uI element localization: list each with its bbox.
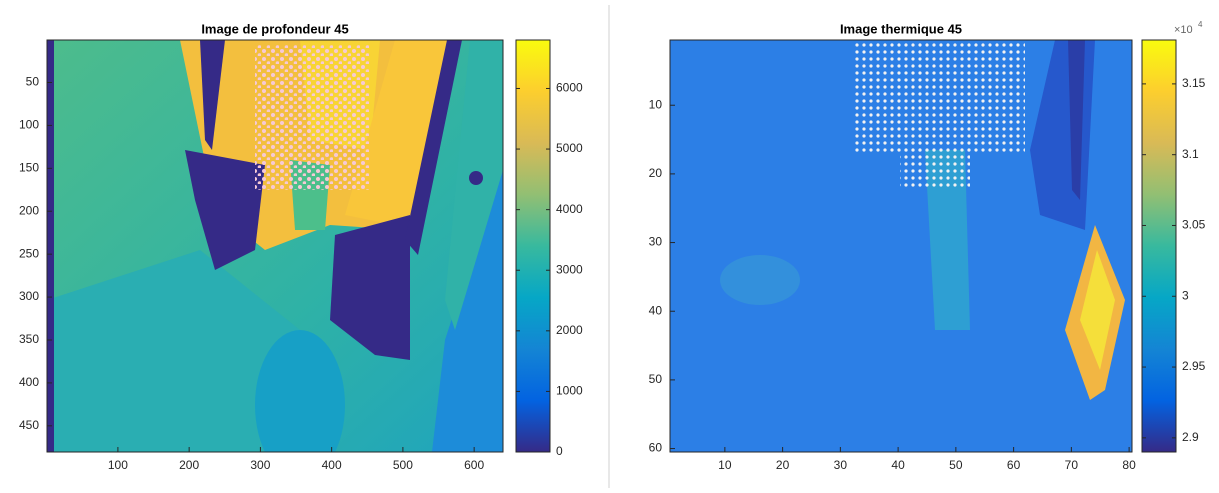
- x-tick-label: 50: [949, 458, 963, 472]
- colorbar-tick-label: 2000: [556, 323, 583, 337]
- x-tick-label: 40: [891, 458, 905, 472]
- y-tick-label: 20: [649, 166, 663, 180]
- colorbar-tick-label: 2.9: [1182, 430, 1199, 444]
- x-tick-label: 20: [776, 458, 790, 472]
- colorbar-exponent: 4: [1198, 20, 1203, 29]
- colorbar-tick-label: 3000: [556, 262, 583, 276]
- y-tick-label: 300: [19, 289, 39, 303]
- y-tick-label: 350: [19, 332, 39, 346]
- colorbar: [1141, 39, 1177, 453]
- y-tick-label: 50: [26, 75, 40, 89]
- x-tick-label: 200: [179, 458, 199, 472]
- x-tick-label: 100: [108, 458, 128, 472]
- colorbar-tick-label: 5000: [556, 141, 583, 155]
- x-tick-label: 60: [1007, 458, 1021, 472]
- y-tick-label: 100: [19, 118, 39, 132]
- y-tick-label: 450: [19, 418, 39, 432]
- x-tick-label: 70: [1065, 458, 1079, 472]
- y-tick-label: 50: [649, 372, 663, 386]
- x-tick-label: 30: [834, 458, 848, 472]
- colorbar-tick-label: 2.95: [1182, 359, 1206, 373]
- y-tick-label: 30: [649, 235, 663, 249]
- x-tick-label: 300: [250, 458, 270, 472]
- colorbar: [515, 39, 551, 453]
- chart-title: Image thermique 45: [840, 21, 962, 36]
- x-tick-label: 10: [718, 458, 732, 472]
- x-tick-label: 80: [1122, 458, 1136, 472]
- y-tick-label: 150: [19, 160, 39, 174]
- y-tick-label: 400: [19, 375, 39, 389]
- colorbar-tick-label: 3: [1182, 288, 1189, 302]
- colorbar-tick-label: 3.1: [1182, 147, 1199, 161]
- colorbar-tick-label: 4000: [556, 202, 583, 216]
- y-tick-label: 10: [649, 97, 663, 111]
- axes-box: [46, 39, 504, 453]
- depth-image: [47, 40, 503, 452]
- x-tick-label: 400: [322, 458, 342, 472]
- thermal-image: [670, 40, 1132, 452]
- y-tick-label: 60: [649, 441, 663, 455]
- y-tick-label: 40: [649, 303, 663, 317]
- y-tick-label: 200: [19, 203, 39, 217]
- x-tick-label: 600: [464, 458, 484, 472]
- x-tick-label: 500: [393, 458, 413, 472]
- colorbar-multiplier: ×10: [1174, 24, 1193, 36]
- colorbar-tick-label: 6000: [556, 81, 583, 95]
- y-tick-label: 250: [19, 246, 39, 260]
- colorbar-tick-label: 0: [556, 444, 563, 458]
- axes-box: [669, 39, 1133, 453]
- colorbar-tick-label: 3.15: [1182, 76, 1206, 90]
- colorbar-tick-label: 1000: [556, 384, 583, 398]
- colorbar-tick-label: 3.05: [1182, 218, 1206, 232]
- chart-title: Image de profondeur 45: [201, 21, 348, 36]
